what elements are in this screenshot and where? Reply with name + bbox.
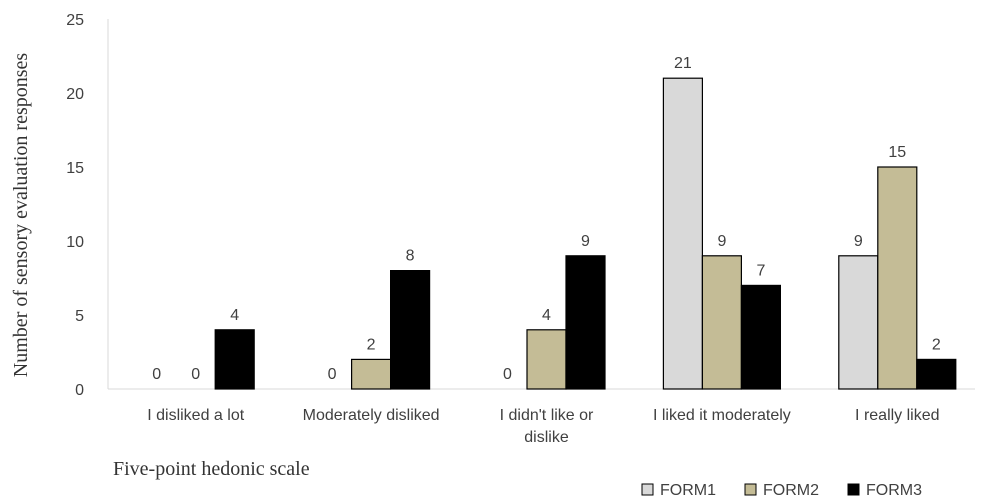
legend-swatch-form3	[847, 483, 860, 496]
bar-form2-3	[701, 255, 743, 390]
category-label: I liked it moderately	[653, 407, 791, 424]
data-label: 4	[230, 307, 239, 324]
bar-form3-2	[565, 255, 606, 390]
category-label: I didn't like or dislike	[500, 407, 594, 446]
category-label: Moderately disliked	[303, 407, 440, 424]
bars	[214, 77, 957, 390]
bar-form2-1	[351, 358, 392, 390]
y-tick-label: 5	[75, 308, 84, 325]
legend-label-form1: FORM1	[660, 482, 716, 499]
category-label: I disliked a lot	[147, 407, 244, 424]
x-axis-title: Five-point hedonic scale	[113, 458, 310, 480]
data-label: 9	[717, 233, 726, 250]
legend-label-form3: FORM3	[866, 482, 922, 499]
bar-form3-0	[214, 329, 255, 390]
y-tick-label: 15	[66, 160, 84, 177]
data-label: 0	[328, 366, 337, 383]
y-tick-label: 25	[66, 12, 84, 29]
data-label: 8	[406, 248, 415, 265]
y-tick-label: 0	[75, 382, 84, 399]
data-label: 0	[503, 366, 512, 383]
data-label: 7	[756, 262, 765, 279]
data-label: 15	[888, 144, 906, 161]
data-label: 9	[854, 233, 863, 250]
legend: FORM1 FORM2 FORM3	[641, 482, 922, 499]
bar-form1-4	[838, 255, 879, 390]
bar-form3-1	[390, 270, 431, 390]
data-label: 2	[932, 336, 941, 353]
data-label: 4	[542, 307, 551, 324]
bar-form3-4	[916, 358, 957, 390]
data-label: 0	[191, 366, 200, 383]
category-label: I really liked	[855, 407, 939, 424]
data-label: 21	[674, 55, 692, 72]
category-labels: I disliked a lot Moderately disliked I did…	[147, 407, 939, 446]
data-label: 2	[367, 336, 376, 353]
y-axis-title: Number of sensory evaluation responses	[10, 53, 32, 378]
bar-form2-2	[526, 329, 567, 390]
bar-form3-3	[740, 284, 782, 390]
y-tick-label: 20	[66, 86, 84, 103]
legend-swatch-form2	[744, 483, 757, 496]
y-tick-label: 10	[66, 234, 84, 251]
bar-form1-3	[662, 77, 704, 390]
data-label: 9	[581, 233, 590, 250]
data-labels: 0 0 4 0 2 8 0 4 9 21 9 7 9 15 2	[152, 55, 941, 383]
bar-form2-4	[877, 166, 918, 390]
data-label: 0	[152, 366, 161, 383]
legend-swatch-form1	[641, 483, 654, 496]
legend-label-form2: FORM2	[763, 482, 819, 499]
